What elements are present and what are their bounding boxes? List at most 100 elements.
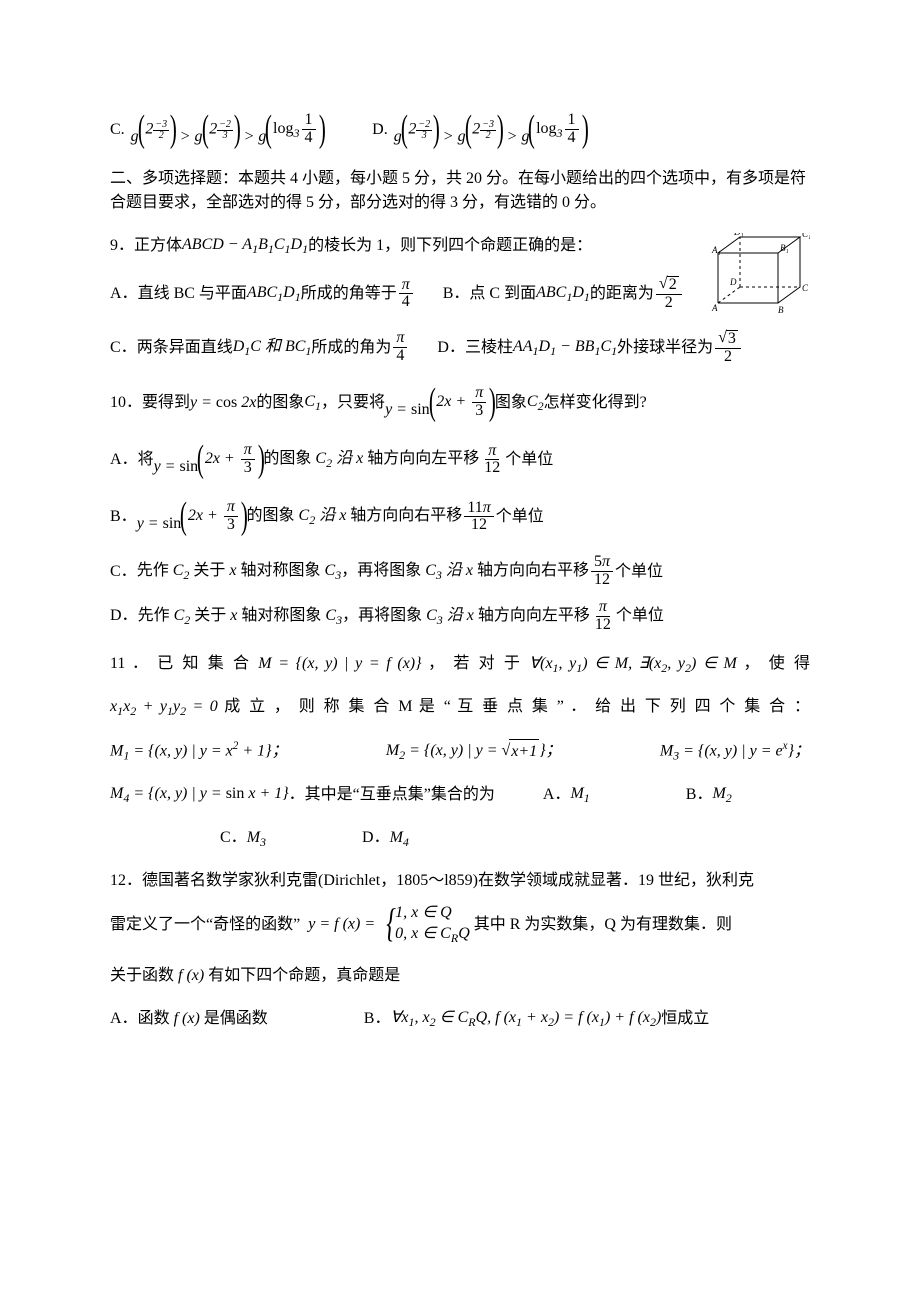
q10-a-label: A．: [110, 448, 138, 472]
q11-s1: 11 ． 已 知 集 合: [110, 655, 258, 672]
q11-s3: ， 使 得: [744, 655, 811, 672]
q9-d-t1: 三棱柱: [465, 336, 513, 360]
q11-m1: M1 = {(x, y) | y = x2 + 1}；: [110, 738, 288, 765]
q11-b: B．: [686, 783, 713, 807]
q11-d: D．: [362, 826, 390, 850]
q12-line3: 关于函数 f (x) 有如下四个命题，真命题是: [110, 964, 810, 988]
q10-b-t3: 个单位: [496, 505, 544, 529]
q10-m4: 怎样变化得到?: [544, 391, 647, 415]
q10-c2: C2: [527, 390, 544, 415]
cube-figure: A₁ B₁ C₁ D₁ A B C D: [700, 233, 810, 315]
q10-m2: ，只要将: [321, 391, 385, 415]
q12-s1: 12．德国著名数学家狄利克雷(Dirichlet，1805～l859)在数学领域…: [110, 869, 754, 893]
q12-a-text: 函数 f (x) 是偶函数: [138, 1007, 268, 1031]
q10-d-t2: 个单位: [616, 604, 664, 628]
q11-m2: M2 = {(x, y) | y = √x+1}；: [386, 739, 562, 764]
q12-line2: 雷定义了一个“奇怪的函数” y = f (x) = { 1, x ∈ Q 0, …: [110, 903, 810, 947]
svg-text:A: A: [711, 303, 718, 313]
q12-line1: 12．德国著名数学家狄利克雷(Dirichlet，1805～l859)在数学领域…: [110, 869, 810, 893]
q9-a-expr: ABC1D1: [247, 281, 301, 306]
q11-eq: x1x2 + y1y2 = 0: [110, 698, 218, 715]
q10-a-t1: 将: [138, 448, 154, 472]
q11-sets: M1 = {(x, y) | y = x2 + 1}； M2 = {(x, y)…: [110, 738, 810, 765]
q11-m3: M3 = {(x, y) | y = ex}；: [660, 738, 810, 765]
q11-l2a: 成 立 ， 则 称 集 合 M 是 “ 互 垂 点 集 ” ． 给 出 下 列 …: [224, 698, 810, 715]
q9-b-t2: 的距离为: [590, 282, 654, 306]
q9-stem-suffix: 的棱长为 1，则下列四个命题正确的是：: [308, 234, 592, 258]
q12-s3: 关于函数 f (x) 有如下四个命题，真命题是: [110, 964, 400, 988]
opt-c-label: C.: [110, 118, 125, 142]
q9-b-t1: 点 C 到面: [469, 282, 536, 306]
q12-s2b: 其中 R 为实数集，Q 为有理数集．则: [474, 913, 732, 937]
q9-c-t1: 两条异面直线: [137, 336, 233, 360]
q9-d-label: D．: [437, 336, 465, 360]
q10-d: D． 先作 C2 关于 x 轴对称图象 C3，再将图象 C3 沿 x 轴方向向左…: [110, 599, 810, 634]
q11-a-m: M1: [570, 782, 589, 807]
q10-b-label: B．: [110, 505, 137, 529]
svg-text:B: B: [778, 305, 784, 315]
q10-a-t3: 个单位: [505, 448, 553, 472]
q10-b-expr: y = sin(2x + π3): [137, 497, 247, 536]
q10-m1: 的图象: [256, 391, 304, 415]
q12-b-t2: 恒成立: [661, 1007, 709, 1031]
q11-d-m: M4: [390, 826, 409, 851]
q12-a-label: A．: [110, 1007, 138, 1031]
q9-cube-expr: ABCD − A1B1C1D1: [182, 233, 308, 258]
q9-a-t1: 直线 BC 与平面: [138, 282, 247, 306]
q8-d-expr: g(2−23) > g(2−32) > g(log314): [394, 110, 587, 149]
q9-opt-ab: A． 直线 BC 与平面 ABC1D1 所成的角等于 π4 B． 点 C 到面 …: [110, 276, 692, 312]
q10-a-expr: y = sin(2x + π3): [154, 440, 264, 479]
q10-c: C． 先作 C2 关于 x 轴对称图象 C3，再将图象 C3 沿 x 轴方向向右…: [110, 554, 810, 589]
q12-fn: y = f (x) = { 1, x ∈ Q 0, x ∈ CRQ: [300, 903, 474, 947]
q12-b-label: B．: [364, 1007, 391, 1031]
q10-sin: y = sin(2x + π3): [385, 383, 495, 422]
q11-line2: x1x2 + y1y2 = 0 成 立 ， 则 称 集 合 M 是 “ 互 垂 …: [110, 695, 810, 720]
q12-ab: A． 函数 f (x) 是偶函数 B． ∀x1, x2 ∈ CRQ, f (x1…: [110, 1006, 810, 1031]
q11-c-m: M3: [247, 826, 266, 851]
opt-d-label: D.: [372, 118, 388, 142]
q9: A₁ B₁ C₁ D₁ A B C D 9．正方体 ABCD − A1B1C1D…: [110, 233, 810, 383]
q11-m4-opts: M4 = {(x, y) | y = sin x + 1} ．其中是“互垂点集”…: [110, 782, 810, 807]
svg-text:A₁: A₁: [711, 245, 721, 255]
q11-line1: 11 ． 已 知 集 合 M = {(x, y) | y = f (x)} ， …: [110, 652, 810, 677]
q10-b-t2: 的图象 C2 沿 x 轴方向向右平移: [247, 504, 463, 529]
q9-a-t2: 所成的角等于: [301, 282, 397, 306]
q9-c-t2: 所成的角为: [311, 336, 391, 360]
q11-a: A．: [543, 783, 571, 807]
q11-b-m: M2: [712, 782, 731, 807]
q10-c-label: C．: [110, 560, 137, 584]
q11-cd: C． M3 D． M4: [110, 826, 810, 851]
q9-b-label: B．: [443, 282, 470, 306]
q10-a: A． 将 y = sin(2x + π3) 的图象 C2 沿 x 轴方向向左平移…: [110, 440, 810, 479]
q9-c-label: C．: [110, 336, 137, 360]
q9-c-expr: D1C 和 BC1: [233, 335, 312, 360]
q8-options-cd: C. g(2−32) > g(2−23) > g(log314) D. g(2−…: [110, 110, 810, 149]
q9-a-label: A．: [110, 282, 138, 306]
q12-s2a: 雷定义了一个“奇怪的函数”: [110, 913, 300, 937]
q9-b-expr: ABC1D1: [536, 281, 590, 306]
q11-forall: ∀(x1, y1) ∈ M, ∃(x2, y2) ∈ M: [529, 655, 737, 672]
q10-d-label: D．: [110, 604, 138, 628]
q10-a-t2: 的图象 C2 沿 x 轴方向向左平移: [263, 447, 479, 472]
q10-b: B． y = sin(2x + π3) 的图象 C2 沿 x 轴方向向右平移 1…: [110, 497, 810, 536]
q11-s2: ， 若 对 于: [428, 655, 529, 672]
q10-stem: 10．要得到 y = cos 2x 的图象 C1 ，只要将 y = sin(2x…: [110, 383, 810, 422]
svg-text:C₁: C₁: [802, 233, 810, 239]
q10-d-t1: 先作 C2 关于 x 轴对称图象 C3，再将图象 C3 沿 x 轴方向向左平移: [138, 604, 590, 629]
q10-cos: y = cos 2x: [190, 391, 256, 415]
q9-stem: 9．正方体 ABCD − A1B1C1D1 的棱长为 1，则下列四个命题正确的是…: [110, 233, 692, 258]
svg-text:C: C: [802, 283, 809, 293]
q9-d-t2: 外接球半径为: [617, 336, 713, 360]
q9-opt-cd: C． 两条异面直线 D1C 和 BC1 所成的角为 π4 D． 三棱柱 AA1D…: [110, 330, 810, 366]
q9-stem-prefix: 9．正方体: [110, 234, 182, 258]
q10-c-t2: 个单位: [615, 560, 663, 584]
q11-m4-tail: ．其中是“互垂点集”集合的为: [289, 783, 495, 807]
section-2-title: 二、多项选择题：本题共 4 小题，每小题 5 分，共 20 分。在每小题给出的四…: [110, 170, 806, 211]
q10-c-t1: 先作 C2 关于 x 轴对称图象 C3，再将图象 C3 沿 x 轴方向向右平移: [137, 559, 589, 584]
q9-d-expr: AA1D1 − BB1C1: [513, 335, 617, 360]
q11-m4: M4 = {(x, y) | y = sin x + 1}: [110, 782, 289, 807]
q11-c: C．: [220, 826, 247, 850]
svg-text:B₁: B₁: [780, 243, 789, 253]
q10-m3: 图象: [495, 391, 527, 415]
q12-b-expr: ∀x1, x2 ∈ CRQ, f (x1 + x2) = f (x1) + f …: [390, 1006, 661, 1031]
